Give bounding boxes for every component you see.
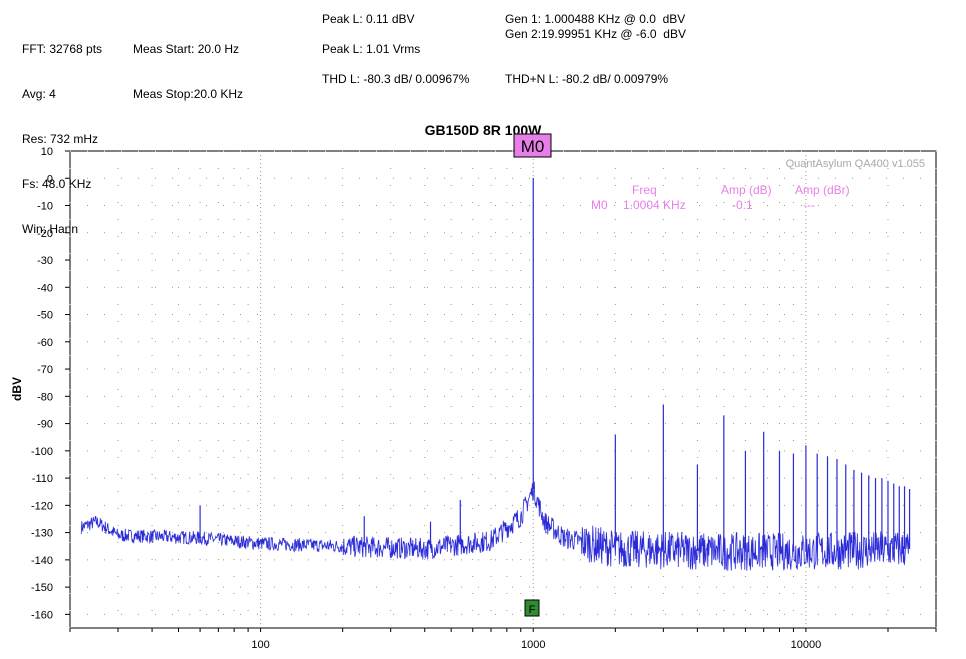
y-axis-ticks: 10 0 -10 -20 -30 -40 -50 -60 -70 -80 -90 -100 -110 -1…	[31, 146, 70, 621]
y-tick-label: -60	[37, 337, 53, 349]
marker-row-amp-db: -0.1	[732, 198, 753, 212]
y-tick-label: -40	[37, 282, 53, 294]
marker-flag[interactable]: F	[524, 599, 540, 617]
y-tick-label: -20	[37, 228, 53, 240]
resolution: Res: 732 mHz	[22, 132, 99, 146]
y-tick-label: -70	[37, 364, 53, 376]
y-tick-label: 10	[41, 146, 53, 158]
marker-col-freq: Freq	[632, 183, 657, 197]
y-tick-label: -10	[37, 201, 53, 213]
sample-rate: Fs: 48.0 KHz	[22, 177, 92, 191]
header-col2: Meas Start: 20.0 Hz Meas Stop:20.0 KHz	[133, 12, 243, 117]
y-tick-label: 0	[47, 173, 53, 185]
avg-count: Avg: 4	[22, 87, 56, 101]
marker-m0[interactable]: M0	[513, 133, 552, 158]
y-tick-label: -160	[31, 609, 53, 621]
y-tick-label: -50	[37, 310, 53, 322]
y-tick-label: -130	[31, 528, 53, 540]
y-tick-label: -150	[31, 582, 53, 594]
marker-flag-box[interactable]	[524, 599, 540, 617]
thd-l: THD L: -80.3 dB/ 0.00967%	[322, 72, 470, 86]
noise-floor-trace	[80, 481, 910, 571]
marker-col-amp-db: Amp (dB)	[721, 183, 772, 197]
grid	[69, 150, 937, 628]
thdn-l: THD+N L: -80.2 dB/ 0.00979%	[505, 72, 669, 86]
marker-row-freq: 1.0004 KHz	[623, 198, 686, 212]
meas-stop: Meas Stop:20.0 KHz	[133, 87, 244, 101]
marker-m0-label: M0	[521, 137, 545, 156]
y-tick-label: -110	[32, 473, 53, 485]
marker-row-name: M0	[591, 198, 608, 212]
marker-col-amp-dbr: Amp (dBr)	[795, 183, 850, 197]
y-tick-label: -120	[31, 500, 53, 512]
x-tick-label: 100	[251, 639, 269, 651]
x-tick-label: 1000	[521, 639, 545, 651]
chart-title: GB150D 8R 100W	[425, 122, 543, 138]
y-tick-label: -30	[37, 255, 53, 267]
y-tick-label: -100	[31, 446, 53, 458]
gen2: Gen 2:19.99951 KHz @ -6.0 dBV	[505, 27, 686, 41]
marker-m0-box[interactable]	[513, 133, 552, 158]
marker-flag-label: F	[529, 604, 536, 616]
peak-l-vrms: Peak L: 1.01 Vrms	[322, 42, 421, 56]
fft-size: FFT: 32768 pts	[22, 42, 103, 56]
marker-table: Freq Amp (dB) Amp (dBr) M0 1.0004 KHz -0…	[591, 183, 850, 212]
marker-row-amp-dbr: ---	[803, 198, 815, 212]
y-tick-label: -90	[37, 419, 53, 431]
y-tick-label: -80	[37, 391, 53, 403]
y-axis-label: dBV	[10, 377, 24, 401]
meas-start: Meas Start: 20.0 Hz	[133, 42, 240, 56]
x-tick-label: 10000	[791, 639, 822, 651]
trace-group	[80, 177, 911, 571]
header-col1: FFT: 32768 pts Avg: 4 Res: 732 mHz Fs: 4…	[22, 12, 102, 252]
gen1: Gen 1: 1.000488 KHz @ 0.0 dBV	[505, 12, 686, 26]
watermark: QuantAsylum QA400 v1.055	[786, 158, 925, 170]
peak-l-dbv: Peak L: 0.11 dBV	[322, 12, 415, 26]
x-axis-ticks: 100 1000 10000	[69, 628, 937, 651]
y-tick-label: -140	[31, 555, 53, 567]
